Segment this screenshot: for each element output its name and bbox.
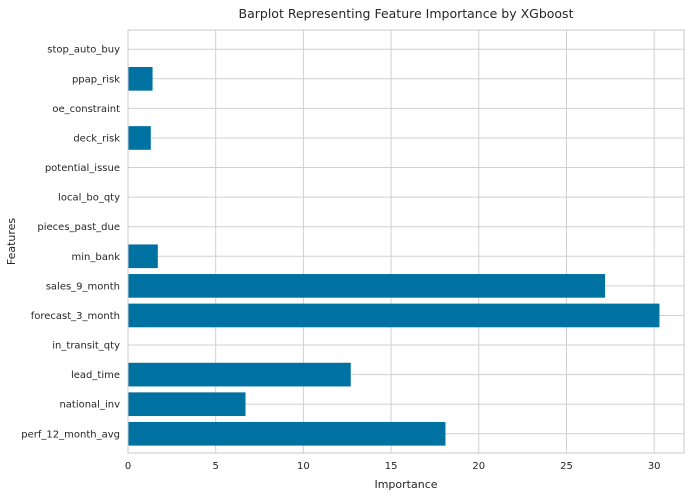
- x-tick-label: 20: [472, 461, 485, 472]
- chart-title: Barplot Representing Feature Importance …: [239, 6, 574, 21]
- bar-layer: [128, 66, 660, 446]
- y-tick-label: perf_12_month_avg: [21, 429, 120, 440]
- y-tick-label: local_bo_qty: [58, 193, 120, 204]
- x-axis-label: Importance: [374, 478, 437, 491]
- bar-min-bank: [128, 244, 158, 269]
- bar-forecast-3-month: [128, 303, 660, 328]
- y-tick-label: pieces_past_due: [37, 222, 120, 233]
- x-tick-label: 30: [648, 461, 661, 472]
- tick-layer: 0 5 10 15 20 25 30 perf_12_month_avg national_in…: [21, 45, 660, 472]
- y-tick-label: in_transit_qty: [52, 341, 120, 352]
- y-tick-label: potential_issue: [45, 163, 120, 174]
- y-tick-label: ppap_risk: [72, 74, 120, 85]
- bar-perf-12-month-avg: [128, 421, 446, 446]
- y-tick-label: oe_constraint: [52, 104, 120, 115]
- x-tick-label: 25: [560, 461, 573, 472]
- y-tick-label: stop_auto_buy: [47, 45, 120, 56]
- grid-layer: [127, 30, 684, 453]
- bar-lead-time: [128, 362, 351, 387]
- bar-ppap-risk: [128, 66, 153, 91]
- y-tick-label: lead_time: [71, 370, 120, 381]
- x-tick-label: 10: [297, 461, 310, 472]
- bar-national-inv: [128, 392, 246, 417]
- x-tick-label: 5: [213, 461, 219, 472]
- y-tick-label: deck_risk: [73, 133, 120, 144]
- y-tick-label: sales_9_month: [46, 281, 120, 292]
- x-tick-label: 0: [125, 461, 131, 472]
- y-axis-label: Features: [5, 218, 18, 266]
- bar-sales-9-month: [128, 274, 606, 298]
- bar-deck-risk: [128, 126, 151, 150]
- y-tick-label: forecast_3_month: [31, 311, 120, 322]
- plot-frame: [127, 29, 685, 454]
- y-tick-label: national_inv: [59, 400, 120, 411]
- y-tick-label: min_bank: [72, 252, 121, 263]
- x-tick-label: 15: [385, 461, 398, 472]
